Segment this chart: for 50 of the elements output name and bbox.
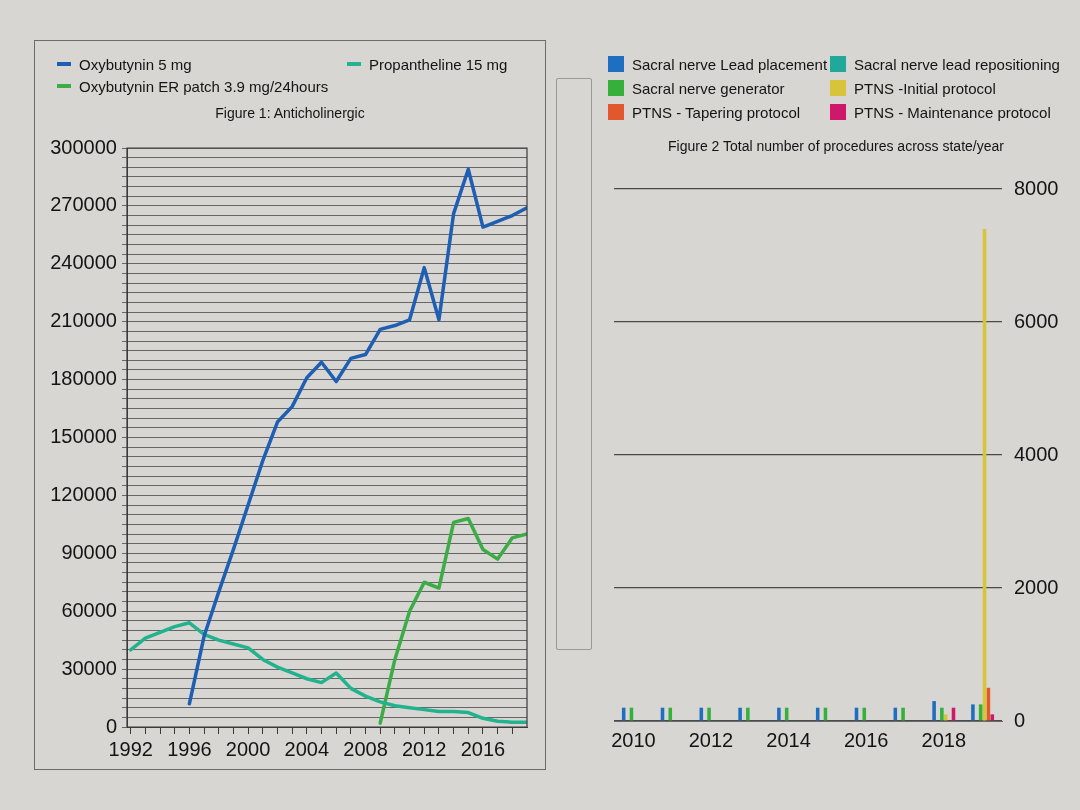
y-tick-label: 300000 xyxy=(50,135,117,158)
x-tick-label: 2016 xyxy=(843,728,889,751)
y-tick-label: 240000 xyxy=(50,251,117,274)
x-tick-label: 1992 xyxy=(108,737,153,760)
legend-label: Sacral nerve Lead placement xyxy=(632,55,828,73)
bar xyxy=(901,707,905,721)
x-tick-label: 2012 xyxy=(402,737,447,760)
y-tick-label: 2000 xyxy=(1014,575,1059,598)
bar xyxy=(777,707,781,721)
y-tick-label: 30000 xyxy=(61,656,117,679)
x-tick-label: 2014 xyxy=(766,728,811,751)
y-tick-label: 0 xyxy=(105,714,117,737)
y-tick-label: 180000 xyxy=(50,367,117,390)
x-tick-label: 2010 xyxy=(611,728,656,751)
y-tick-label: 0 xyxy=(1014,708,1026,731)
bar xyxy=(862,707,867,721)
bar xyxy=(940,707,944,721)
y-tick-label: 120000 xyxy=(50,482,117,505)
y-tick-label: 8000 xyxy=(1014,176,1059,199)
x-tick-label: 2012 xyxy=(688,728,734,751)
y-tick-label: 270000 xyxy=(50,193,117,216)
x-tick-label: 1996 xyxy=(167,737,212,760)
bar xyxy=(707,707,711,721)
y-tick-label: 90000 xyxy=(61,540,117,563)
y-tick-label: 150000 xyxy=(50,425,117,448)
legend-label: Oxybutynin 5 mg xyxy=(79,55,192,73)
x-tick-label: 2018 xyxy=(921,728,967,751)
legend-label: PTNS - Tapering protocol xyxy=(632,103,801,121)
legend-label: Sacral nerve lead repositioning xyxy=(854,55,1060,73)
x-tick-label: 2016 xyxy=(460,737,506,760)
x-tick-label: 2004 xyxy=(284,737,330,760)
legend-label: Propantheline 15 mg xyxy=(369,55,508,73)
legend-label: Sacral nerve generator xyxy=(632,79,785,97)
bar xyxy=(746,707,750,721)
bar xyxy=(932,701,936,721)
bar xyxy=(738,707,742,721)
x-tick-label: 2000 xyxy=(225,737,271,760)
bar xyxy=(971,704,975,721)
chart-title: Figure 1: Anticholinergic xyxy=(214,105,366,121)
legend-label: Oxybutynin ER patch 3.9 mg/24hours xyxy=(79,77,329,95)
y-tick-label: 60000 xyxy=(61,598,117,621)
y-tick-label: 210000 xyxy=(50,309,117,332)
y-tick-label: 4000 xyxy=(1014,442,1059,465)
legend-label: PTNS - Maintenance protocol xyxy=(854,103,1051,121)
legend-label: PTNS -Initial protocol xyxy=(854,79,996,97)
x-tick-label: 2008 xyxy=(343,737,388,760)
bar xyxy=(943,714,948,721)
bar xyxy=(668,707,673,721)
y-tick-label: 6000 xyxy=(1014,309,1059,332)
chart-title: Figure 2 Total number of procedures across state/year xyxy=(667,138,1005,154)
